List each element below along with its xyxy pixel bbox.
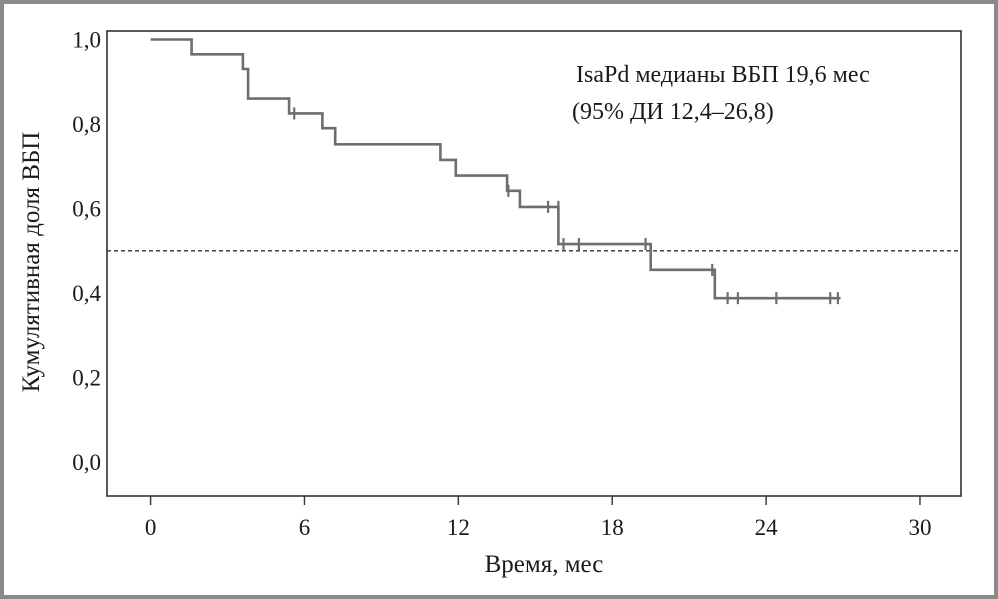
y-tick-label: 0,6 (72, 197, 101, 222)
survival-curve (150, 38, 841, 300)
censor-marks (293, 107, 840, 305)
y-tick-label: 0,8 (72, 112, 101, 137)
y-tick-label: 1,0 (72, 27, 101, 52)
x-tick-label: 6 (299, 515, 311, 540)
x-tick-label: 12 (447, 515, 470, 540)
x-axis-label: Время, мес (485, 551, 604, 578)
x-tick-label: 0 (145, 515, 157, 540)
x-tick-label: 24 (755, 515, 779, 540)
y-tick-label: 0,4 (72, 281, 101, 306)
y-tick-label: 0,2 (72, 366, 101, 391)
annotation-line-1: IsaPd медианы ВБП 19,6 мес (576, 62, 870, 88)
y-axis-ticks: 0,0 0,2 0,4 0,6 0,8 1,0 (72, 27, 101, 475)
annotation-line-2: (95% ДИ 12,4–26,8) (572, 99, 774, 125)
x-tick-label: 18 (601, 515, 624, 540)
plot-area (106, 30, 962, 497)
y-tick-label: 0,0 (72, 450, 101, 475)
plot-area-group: 0 6 12 18 24 30 0,0 0,2 0,4 0,6 0,8 1,0 (72, 27, 962, 540)
x-axis-ticks: 0 6 12 18 24 30 (145, 496, 931, 540)
x-tick-label: 30 (908, 515, 931, 540)
y-axis-label: Кумулятивная доля ВБП (18, 132, 45, 393)
